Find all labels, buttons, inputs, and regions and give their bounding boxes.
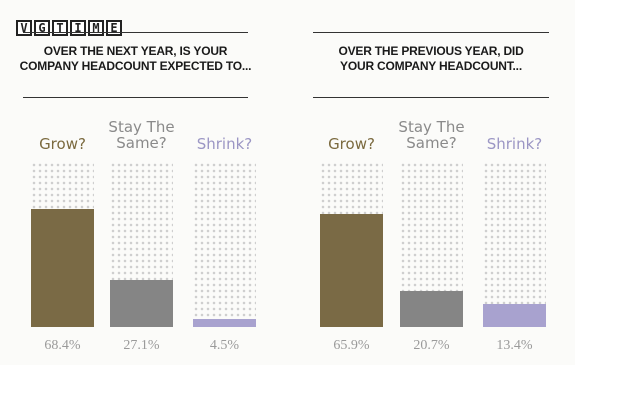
bar — [193, 319, 256, 327]
category-label-line: Same? — [406, 134, 457, 152]
category-label: Shrink? — [181, 136, 268, 152]
value-label: 20.7% — [413, 338, 450, 353]
value-label: 13.4% — [496, 338, 533, 353]
category-label-line: Grow? — [328, 135, 375, 153]
category-label: Grow? — [19, 136, 106, 152]
logo-letter: E — [106, 20, 122, 36]
category-label-line: Stay The — [108, 118, 175, 136]
bar-background — [483, 162, 546, 327]
value-label: 27.1% — [123, 338, 160, 353]
logo-letter: T — [52, 20, 68, 36]
bar — [400, 291, 463, 327]
category-label-line: Stay The — [398, 118, 465, 136]
value-label: 68.4% — [44, 338, 81, 353]
panel-title: OVER THE PREVIOUS YEAR, DID YOUR COMPANY… — [313, 44, 549, 74]
category-label: Grow? — [308, 136, 395, 152]
title-top-rule — [313, 32, 549, 33]
title-bottom-rule — [23, 97, 248, 98]
category-label: Stay The Same? — [98, 119, 185, 151]
logo-letter: V — [16, 20, 32, 36]
category-label-line: Shrink? — [486, 135, 543, 153]
category-label: Stay The Same? — [388, 119, 475, 151]
bar — [320, 214, 383, 327]
bar — [483, 304, 546, 327]
panel-title-line: OVER THE PREVIOUS YEAR, DID — [338, 44, 524, 58]
category-label-line: Shrink? — [196, 135, 253, 153]
title-top-rule — [23, 32, 248, 33]
panel-title-line: YOUR COMPANY HEADCOUNT... — [340, 59, 522, 73]
value-label: 65.9% — [333, 338, 370, 353]
bar — [31, 209, 94, 327]
logo-letter: M — [88, 20, 104, 36]
vgtime-logo: V G T I M E — [16, 20, 122, 36]
value-label: 4.5% — [209, 338, 240, 353]
logo-letter: I — [70, 20, 86, 36]
category-label-line: Grow? — [39, 135, 86, 153]
panel-title-line: OVER THE NEXT YEAR, IS YOUR — [43, 44, 228, 58]
logo-letter: G — [34, 20, 50, 36]
panel-title: OVER THE NEXT YEAR, IS YOUR COMPANY HEAD… — [18, 44, 253, 74]
bar — [110, 280, 173, 327]
panel-title-line: COMPANY HEADCOUNT EXPECTED TO... — [19, 59, 252, 73]
bar-background — [193, 162, 256, 327]
infographic-card: V G T I M E OVER THE NEXT YEAR, IS YOUR … — [16, 20, 558, 353]
category-label: Shrink? — [471, 136, 558, 152]
title-bottom-rule — [313, 97, 549, 98]
category-label-line: Same? — [116, 134, 167, 152]
